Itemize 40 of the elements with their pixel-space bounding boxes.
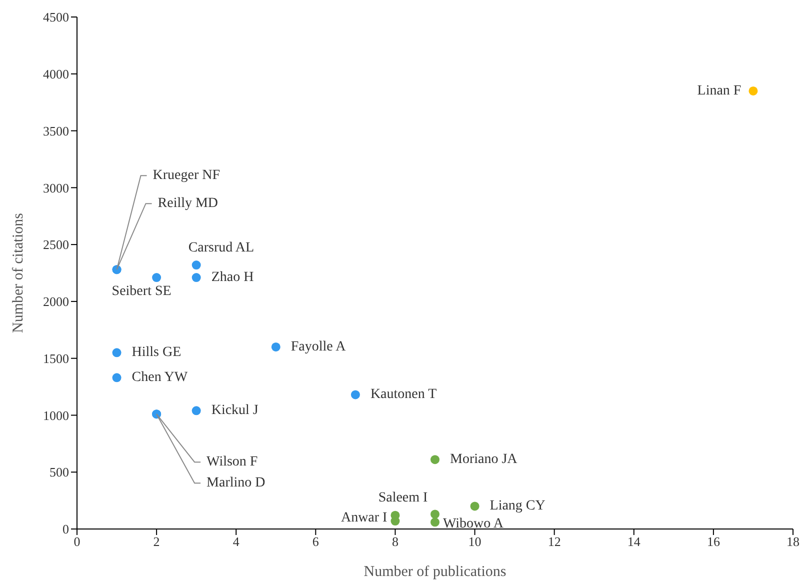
y-tick-label: 0	[62, 522, 69, 537]
x-tick-label: 12	[548, 534, 561, 550]
annotation: Kickul J	[211, 403, 259, 418]
annotation: Linan F	[697, 83, 742, 98]
annotation: Hills GE	[132, 345, 182, 360]
y-tick-label: 3500	[43, 123, 69, 138]
annotation: Kautonen T	[370, 387, 438, 402]
annotation: Marlino D	[206, 476, 266, 491]
y-tick-label: 1500	[43, 350, 69, 366]
annotation: Fayolle A	[290, 339, 347, 354]
x-tick-label: 16	[706, 534, 720, 550]
x-tick-label: 14	[627, 534, 641, 550]
y-axis-title: Number of citations	[10, 212, 26, 333]
annotation: Carsrud AL	[188, 240, 254, 256]
y-tick-label: 1000	[43, 408, 69, 423]
y-tick-label: 2500	[43, 237, 69, 252]
x-tick-label: 8	[392, 534, 398, 550]
annotation: Zhao H	[211, 270, 254, 286]
y-tick-label: 4500	[43, 10, 69, 25]
x-tick-label: 10	[468, 534, 482, 550]
x-tick-label: 6	[312, 534, 320, 550]
annotation: Wibowo A	[443, 516, 504, 532]
annotation: Reilly MD	[158, 196, 218, 212]
annotation: Liang CY	[490, 498, 546, 514]
x-tick-label: 18	[786, 534, 800, 550]
x-tick-label: 0	[74, 534, 80, 550]
annotation: Wilson F	[206, 454, 258, 470]
annotation: Chen YW	[132, 370, 188, 386]
y-tick-label: 4000	[43, 66, 69, 82]
annotation: Saleem I	[378, 490, 428, 506]
annotation: Moriano JA	[450, 452, 518, 468]
annotation: Seibert SE	[112, 284, 172, 300]
annotation: Krueger NF	[152, 168, 220, 184]
x-axis-title: Number of publications	[364, 564, 506, 580]
x-tick-label: 2	[153, 534, 160, 550]
y-tick-label: 500	[50, 464, 69, 480]
y-tick-label: 3000	[43, 180, 69, 196]
y-tick-label: 2000	[43, 294, 69, 310]
x-tick-label: 4	[232, 534, 240, 550]
annotation: Anwar I	[340, 510, 388, 526]
